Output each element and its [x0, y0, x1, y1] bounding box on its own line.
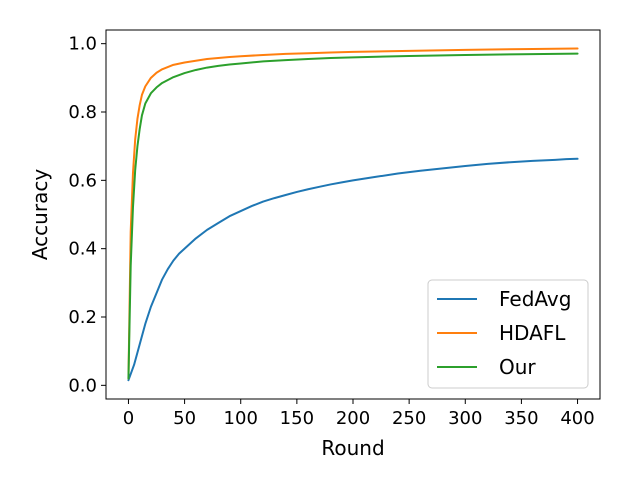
- y-tick-label: 0.6: [68, 170, 97, 191]
- x-axis-ticks: 0 50 100 150 200 250 300 350 400: [123, 399, 595, 429]
- x-tick-label: 250: [392, 408, 426, 429]
- x-tick-label: 50: [173, 408, 196, 429]
- y-tick-label: 1.0: [68, 34, 97, 55]
- legend-label-fedavg: FedAvg: [499, 287, 571, 311]
- x-tick-label: 200: [336, 408, 370, 429]
- series-layer: [127, 47, 579, 382]
- legend-label-our: Our: [499, 355, 536, 379]
- legend: FedAvg HDAFL Our: [427, 279, 589, 389]
- series-line-hdafl: [127, 47, 579, 380]
- y-tick-label: 0.4: [68, 239, 97, 260]
- y-axis-ticks: 0.0 0.2 0.4 0.6 0.8 1.0: [68, 34, 106, 396]
- x-axis-label: Round: [321, 436, 384, 460]
- y-tick-label: 0.8: [68, 102, 97, 123]
- y-axis-label: Accuracy: [28, 169, 52, 260]
- series-line-our: [127, 52, 579, 380]
- x-tick-label: 0: [123, 408, 134, 429]
- x-tick-label: 400: [560, 408, 594, 429]
- y-tick-label: 0.2: [68, 307, 97, 328]
- series-line-fedavg: [127, 157, 579, 382]
- legend-box: [427, 279, 589, 389]
- x-tick-label: 150: [280, 408, 314, 429]
- legend-label-hdafl: HDAFL: [499, 321, 566, 345]
- y-tick-label: 0.0: [68, 375, 97, 396]
- x-tick-label: 300: [448, 408, 482, 429]
- x-tick-label: 100: [224, 408, 258, 429]
- x-tick-label: 350: [504, 408, 538, 429]
